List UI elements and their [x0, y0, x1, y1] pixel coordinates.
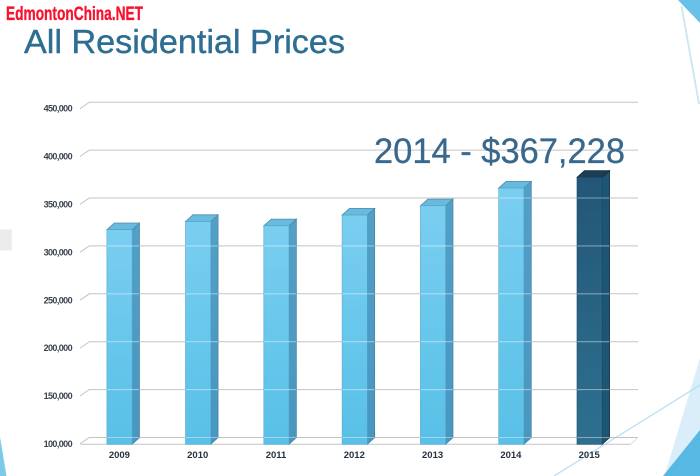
svg-text:2014 - $367,228: 2014 - $367,228 [374, 131, 625, 171]
svg-text:2010: 2010 [187, 450, 208, 461]
svg-text:2014: 2014 [500, 450, 522, 461]
svg-text:300,000: 300,000 [44, 247, 73, 257]
svg-text:All Residential Prices: All Residential Prices [24, 23, 345, 60]
svg-text:2009: 2009 [109, 450, 130, 461]
svg-text:EdmontonChina.NET: EdmontonChina.NET [6, 4, 143, 25]
svg-text:450,000: 450,000 [44, 104, 73, 114]
svg-text:2015: 2015 [579, 450, 601, 461]
svg-text:200,000: 200,000 [44, 343, 73, 353]
svg-text:400,000: 400,000 [44, 152, 73, 162]
svg-text:150,000: 150,000 [44, 391, 73, 401]
svg-text:2012: 2012 [344, 450, 365, 461]
svg-text:2011: 2011 [266, 450, 287, 461]
svg-text:100,000: 100,000 [44, 439, 73, 449]
svg-text:250,000: 250,000 [44, 295, 73, 305]
svg-text:350,000: 350,000 [44, 200, 73, 210]
svg-text:2013: 2013 [422, 450, 443, 461]
